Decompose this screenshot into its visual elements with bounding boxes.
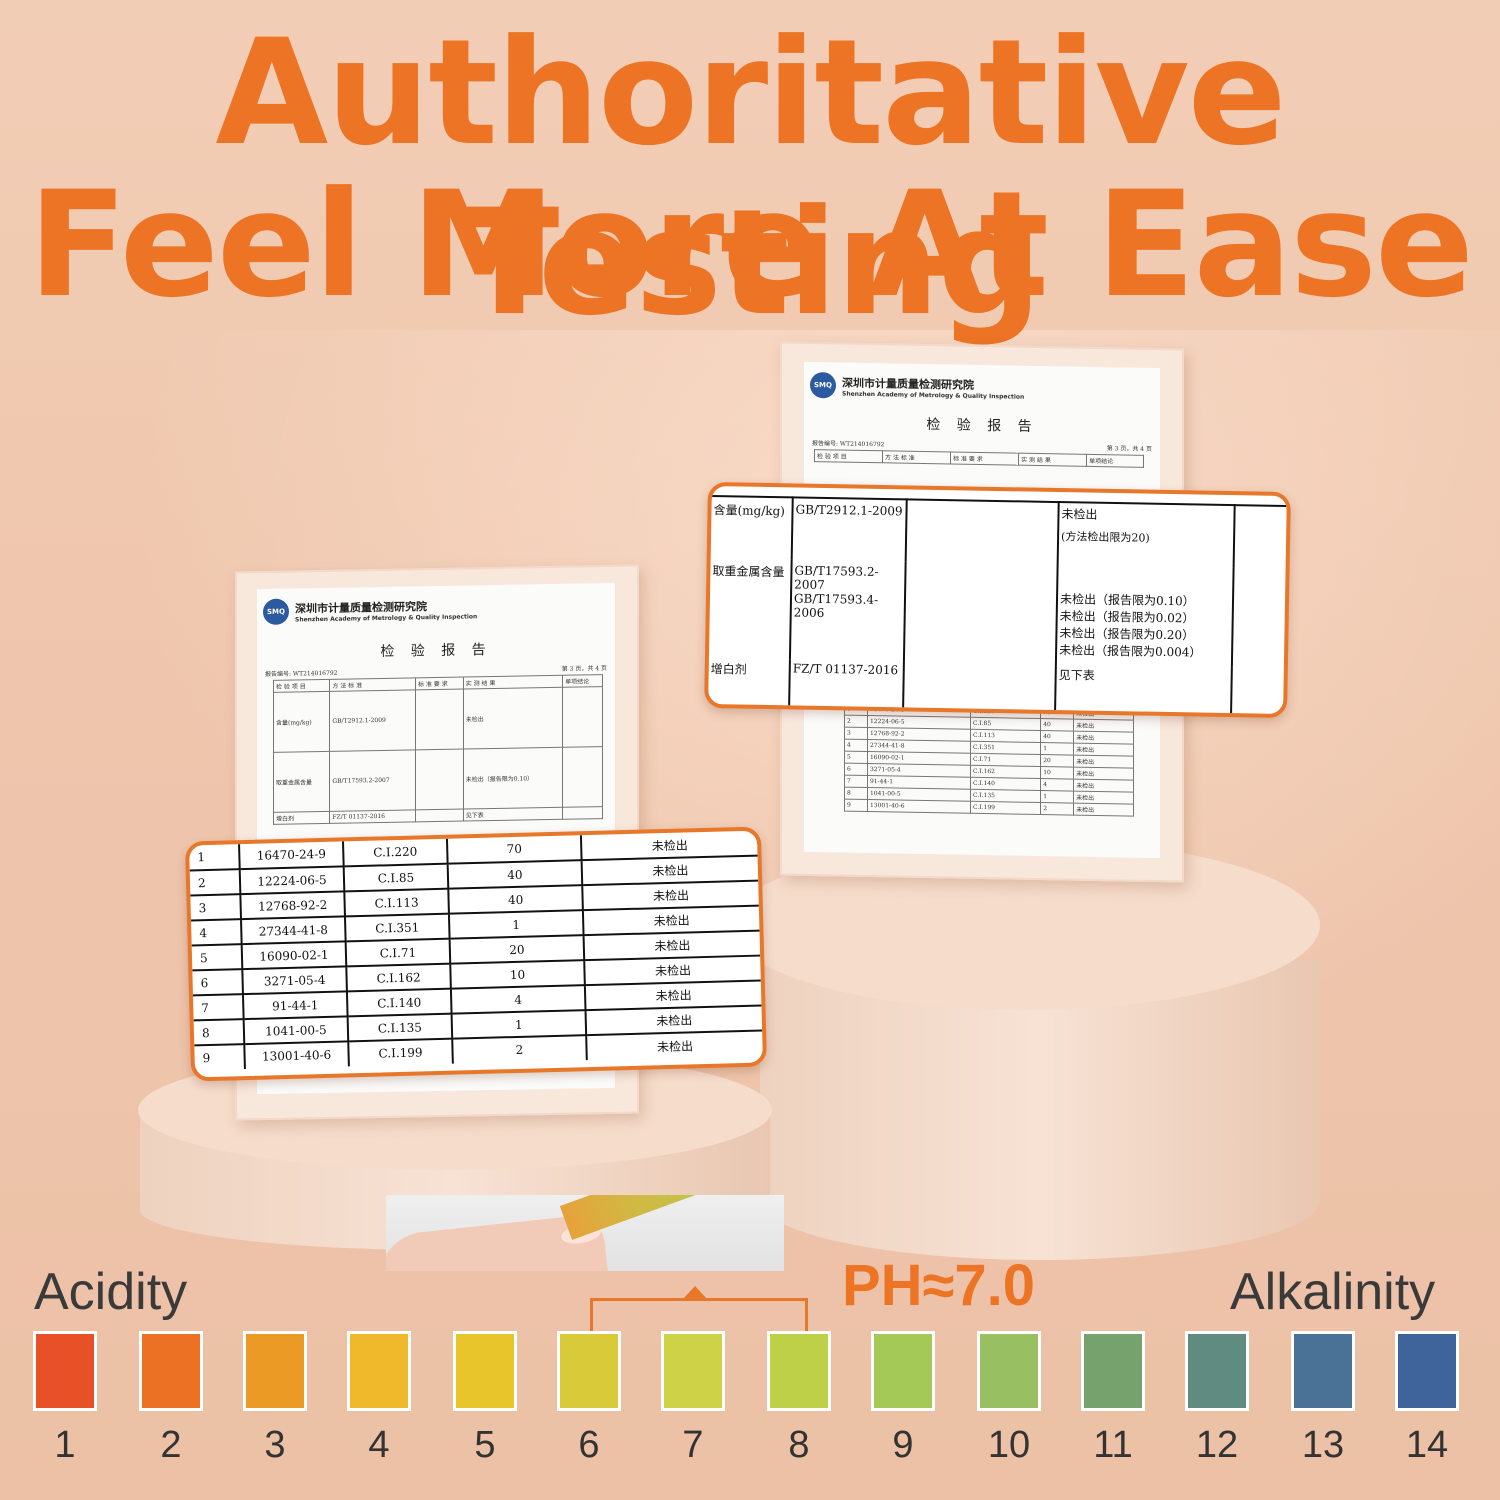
ph-number-8: 8 [788, 1424, 810, 1466]
ph-swatch-14 [1395, 1331, 1459, 1411]
heavy-metal-table: 含量(mg/kg) GB/T2912.1-2009 未检出 (方法检出限为20)… [708, 485, 1287, 714]
col-item: 检 验 项 目 [814, 449, 883, 463]
institute-logo: SMQ [263, 598, 289, 626]
ph-swatch-13 [1291, 1331, 1355, 1411]
bracket-pointer-icon [683, 1286, 707, 1299]
method-brightener: FZ/T 01137-2016 [789, 659, 904, 708]
ph-number-4: 4 [368, 1424, 390, 1466]
test-strip-photo [386, 1195, 784, 1271]
result-heavy-metal: 未检出（报告限为0.10） 未检出（报告限为0.02） 未检出（报告限为0.20… [1055, 564, 1234, 668]
ph-number-10: 10 [987, 1424, 1031, 1466]
ph-swatch-2 [139, 1331, 203, 1411]
method-formaldehyde: GB/T2912.1-2009 [791, 497, 907, 562]
left-callout-magnifier: 1 16470-24-9 C.I.220 70 未检出 2 12224-06-5… [184, 826, 768, 1082]
result-formaldehyde: 未检出 (方法检出限为20) [1057, 502, 1235, 568]
ph-number-13: 13 [1301, 1424, 1345, 1466]
institute-header: SMQ 深圳市计量质量检测研究院 Shenzhen Academy of Met… [257, 583, 615, 626]
ph-number-7: 7 [682, 1424, 704, 1466]
ph-swatch-10 [977, 1331, 1041, 1411]
ph-swatch-9 [871, 1331, 935, 1411]
ph-swatch-4 [347, 1331, 411, 1411]
ph-swatch-3 [243, 1331, 307, 1411]
ph-number-row: 1 2 3 4 5 6 7 8 9 10 11 12 13 14 [33, 1424, 1463, 1474]
method-heavy-metal: GB/T17593.2-2007 GB/T17593.4-2006 [789, 559, 906, 662]
ph-number-12: 12 [1195, 1424, 1239, 1466]
ph-number-5: 5 [474, 1424, 496, 1466]
ph-test-strip [559, 1195, 728, 1240]
headline-line-2: Feel More At Ease [28, 160, 1474, 330]
ph-number-14: 14 [1405, 1424, 1449, 1466]
result-brightener: 见下表 [1055, 664, 1232, 714]
ph-swatch-8 [767, 1331, 831, 1411]
ph-swatch-12 [1185, 1331, 1249, 1411]
report-number: 报告编号: WT214016792 [812, 440, 885, 449]
ph-swatch-7 [661, 1331, 725, 1411]
ph-swatch-11 [1081, 1331, 1145, 1411]
ph-swatch-5 [453, 1331, 517, 1411]
col-requirement: 标 准 要 求 [950, 451, 1019, 466]
ph-number-2: 2 [160, 1424, 182, 1466]
alkalinity-label: Alkalinity [1230, 1263, 1436, 1321]
ph-reading: PH≈7.0 [842, 1253, 1036, 1318]
col-method: 方 法 标 准 [882, 450, 951, 464]
ph-swatch-row [33, 1331, 1463, 1411]
report-table: 检 验 项 目 方 法 标 准 标 准 要 求 实 测 结 果 单项结论 含量(… [273, 674, 603, 825]
ph-swatch-1 [33, 1331, 97, 1411]
acidity-label: Acidity [34, 1263, 188, 1321]
institute-logo: SMQ [810, 371, 836, 399]
ph-number-9: 9 [892, 1424, 914, 1466]
right-podium [760, 960, 1320, 1260]
report-page: 第 3 页，共 4 页 [1106, 445, 1152, 453]
ph-swatch-6 [557, 1331, 621, 1411]
right-callout-magnifier: 含量(mg/kg) GB/T2912.1-2009 未检出 (方法检出限为20)… [704, 481, 1291, 719]
ph-number-6: 6 [578, 1424, 600, 1466]
brightener-table: 1 16470-24-9 C.I.220 70 未检出 2 12224-06-5… [189, 830, 763, 1071]
ph-range-bracket [590, 1298, 808, 1332]
report-page: 第 3 页，共 4 页 [561, 665, 607, 673]
institute-header: SMQ 深圳市计量质量检测研究院 Shenzhen Academy of Met… [804, 362, 1160, 404]
ph-number-3: 3 [264, 1424, 286, 1466]
col-conclusion: 单项结论 [1086, 454, 1144, 468]
ph-number-1: 1 [54, 1424, 76, 1466]
headline-line-1: Authoritative Testing [215, 8, 1286, 348]
item-heavy-metal: 取重金属含量 [708, 557, 792, 660]
ph-number-11: 11 [1093, 1424, 1133, 1466]
col-result: 实 测 结 果 [1018, 453, 1087, 467]
item-formaldehyde: 含量(mg/kg) [710, 495, 793, 560]
report-number: 报告编号: WT214016792 [265, 669, 338, 679]
item-brightener: 增白剂 [708, 657, 790, 706]
